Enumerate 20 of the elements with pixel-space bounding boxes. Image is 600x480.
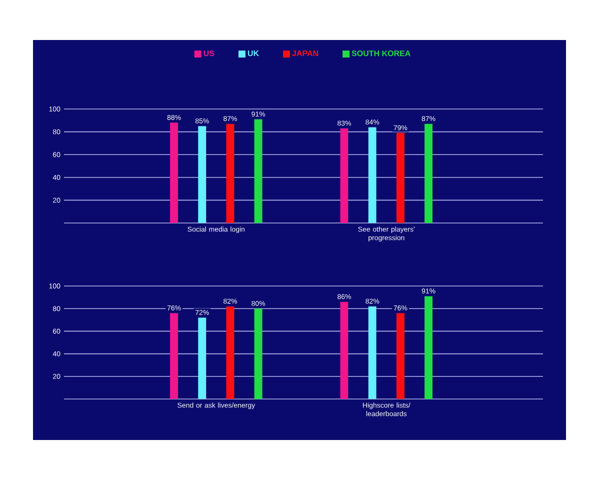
legend-label: UK bbox=[248, 50, 259, 56]
bar bbox=[198, 126, 206, 223]
bar bbox=[170, 313, 178, 399]
bar bbox=[368, 127, 376, 223]
bar bbox=[340, 302, 348, 399]
bar bbox=[198, 318, 206, 399]
bar bbox=[254, 308, 262, 399]
bar bbox=[396, 313, 404, 399]
legend-label: US bbox=[204, 50, 214, 56]
bar bbox=[368, 306, 376, 399]
bar bbox=[424, 124, 433, 223]
bar bbox=[396, 132, 404, 223]
bar bbox=[340, 128, 348, 223]
bar bbox=[170, 122, 178, 223]
bar bbox=[226, 306, 234, 399]
legend-label: JAPAN bbox=[292, 50, 318, 56]
bar bbox=[254, 119, 262, 223]
bar bbox=[424, 296, 433, 399]
bar bbox=[226, 124, 234, 223]
legend-label: SOUTH KOREA bbox=[352, 50, 410, 56]
